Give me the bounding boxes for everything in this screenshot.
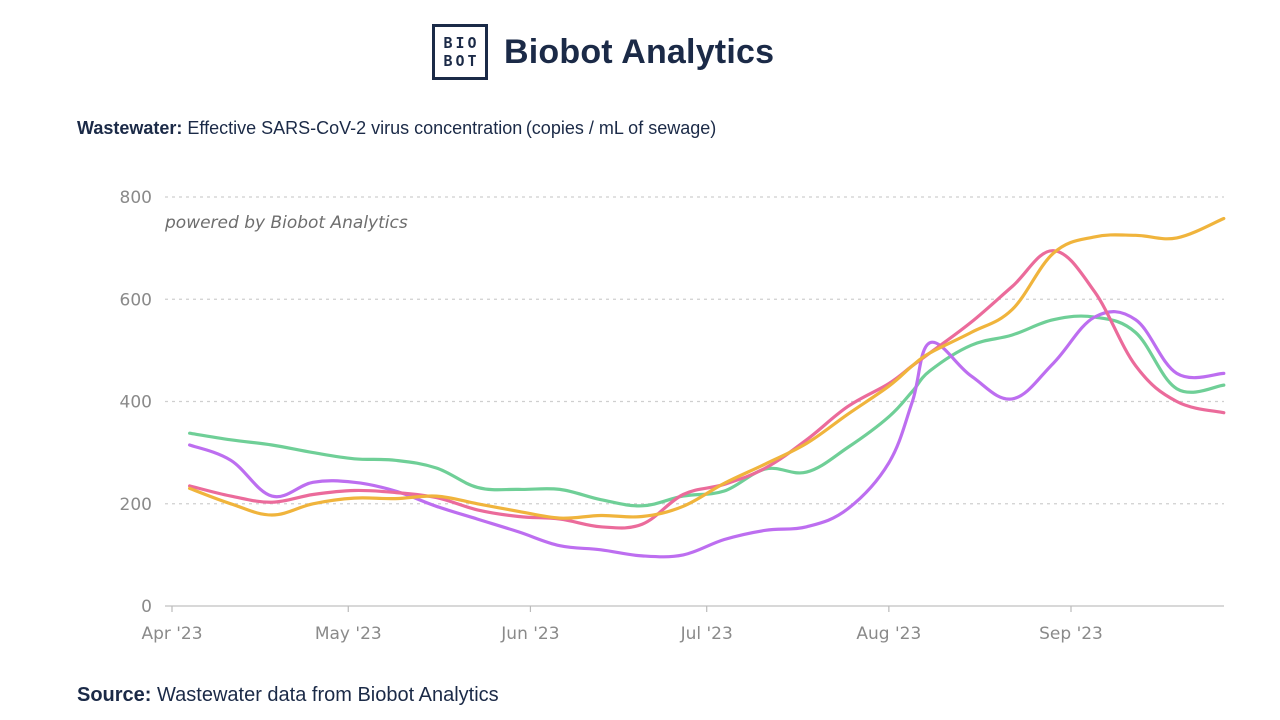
source-text: Wastewater data from Biobot Analytics (157, 684, 499, 706)
chart-title-label: Wastewater: (77, 118, 183, 138)
logo-line2: BOT (443, 52, 480, 70)
logo-line1: BIO (443, 34, 480, 52)
x-tick-label: May '23 (315, 624, 382, 644)
x-tick-label: Jun '23 (500, 624, 559, 644)
series-line-west (188, 310, 1226, 559)
y-tick-label: 600 (120, 290, 152, 310)
x-tick-label: Jul '23 (680, 624, 733, 644)
y-tick-label: 0 (141, 597, 152, 617)
x-axis: Apr '23 May '23 Jun '23 Jul '23 Aug '23 Sep '… (141, 605, 1224, 644)
chart-title-text: Effective SARS-CoV-2 virus concentration… (187, 118, 717, 138)
watermark-text: powered by Biobot Analytics (164, 213, 408, 233)
y-tick-label: 400 (120, 393, 152, 413)
brand-logo: BIO BOT Biobot Analytics (432, 24, 774, 80)
x-tick-label: Sep '23 (1039, 624, 1103, 644)
y-tick-label: 200 (120, 495, 152, 515)
y-tick-label: 800 (120, 188, 152, 208)
series-line-midwest (188, 249, 1226, 530)
grid-lines (165, 196, 1224, 505)
logo-mark: BIO BOT (432, 24, 488, 80)
y-axis: 0 200 400 600 800 (120, 188, 152, 617)
chart-title: Wastewater: Effective SARS-CoV-2 virus c… (77, 118, 716, 139)
series-line-south (188, 216, 1226, 520)
series-lines (188, 216, 1226, 559)
source-note: Source: Wastewater data from Biobot Anal… (77, 684, 499, 707)
brand-name: Biobot Analytics (504, 32, 775, 71)
x-tick-label: Aug '23 (856, 624, 921, 644)
x-tick-label: Apr '23 (141, 624, 202, 644)
source-label: Source: (77, 684, 152, 706)
series-line-northeast (188, 314, 1226, 508)
